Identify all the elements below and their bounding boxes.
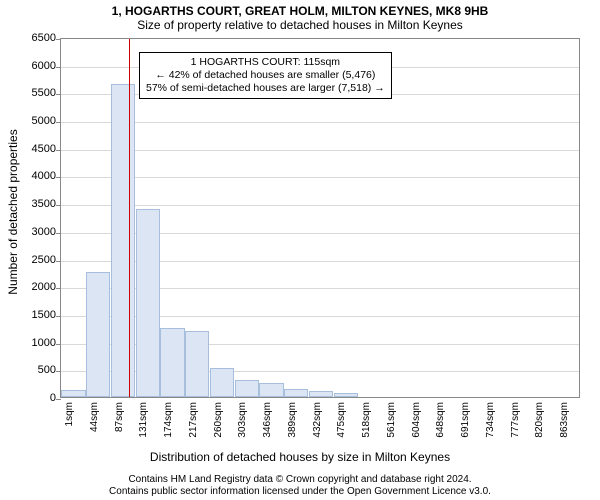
annotation-box: 1 HOGARTHS COURT: 115sqm← 42% of detache… (139, 52, 392, 99)
title-line-1: 1, HOGARTHS COURT, GREAT HOLM, MILTON KE… (0, 4, 600, 18)
annotation-line-1: 1 HOGARTHS COURT: 115sqm (146, 56, 385, 69)
annotation-line-2: ← 42% of detached houses are smaller (5,… (146, 69, 385, 82)
ytick-label: 4500 (6, 143, 56, 155)
ytick-label: 2000 (6, 281, 56, 293)
xtick-label: 174sqm (163, 402, 174, 452)
xtick-label: 44sqm (89, 402, 100, 452)
footer: Contains HM Land Registry data © Crown c… (0, 474, 600, 498)
histogram-bar (136, 209, 160, 397)
footer-line-2: Contains public sector information licen… (0, 486, 600, 498)
ytick-label: 0 (6, 392, 56, 404)
chart-titles: 1, HOGARTHS COURT, GREAT HOLM, MILTON KE… (0, 0, 600, 32)
histogram-bar (185, 331, 209, 397)
xtick-label: 432sqm (312, 402, 323, 452)
chart-container: Number of detached properties 1 HOGARTHS… (0, 32, 600, 452)
xtick-label: 87sqm (114, 402, 125, 452)
xtick-label: 734sqm (485, 402, 496, 452)
histogram-bar (259, 383, 283, 397)
xtick-label: 303sqm (237, 402, 248, 452)
xtick-label: 389sqm (287, 402, 298, 452)
histogram-bar (309, 391, 333, 397)
xtick-label: 691sqm (460, 402, 471, 452)
xtick-label: 648sqm (435, 402, 446, 452)
histogram-bar (160, 328, 184, 397)
ytick-label: 5500 (6, 87, 56, 99)
ytick-label: 5000 (6, 115, 56, 127)
histogram-bar (210, 368, 234, 397)
ytick-label: 4000 (6, 170, 56, 182)
xtick-label: 604sqm (411, 402, 422, 452)
xtick-label: 475sqm (336, 402, 347, 452)
footer-line-1: Contains HM Land Registry data © Crown c… (0, 474, 600, 486)
histogram-bar (235, 380, 259, 397)
ytick-label: 3000 (6, 226, 56, 238)
ytick-label: 6000 (6, 60, 56, 72)
ytick-label: 1500 (6, 309, 56, 321)
title-line-2: Size of property relative to detached ho… (0, 18, 600, 32)
xtick-label: 217sqm (188, 402, 199, 452)
histogram-bar (61, 390, 85, 397)
reference-line (129, 39, 130, 397)
ytick-label: 1000 (6, 337, 56, 349)
ytick-label: 3500 (6, 198, 56, 210)
histogram-bar (284, 389, 308, 397)
xtick-label: 820sqm (534, 402, 545, 452)
annotation-line-3: 57% of semi-detached houses are larger (… (146, 82, 385, 95)
xtick-label: 346sqm (262, 402, 273, 452)
plot-area: 1 HOGARTHS COURT: 115sqm← 42% of detache… (60, 38, 580, 398)
xtick-label: 518sqm (361, 402, 372, 452)
xtick-label: 561sqm (386, 402, 397, 452)
xtick-label: 1sqm (64, 402, 75, 452)
histogram-bar (86, 272, 110, 397)
xtick-label: 260sqm (213, 402, 224, 452)
xtick-label: 863sqm (559, 402, 570, 452)
xtick-label: 777sqm (510, 402, 521, 452)
histogram-bar (111, 84, 135, 397)
ytick-label: 500 (6, 364, 56, 376)
xtick-label: 131sqm (138, 402, 149, 452)
ytick-label: 6500 (6, 32, 56, 44)
histogram-bar (334, 393, 358, 397)
ytick-label: 2500 (6, 254, 56, 266)
x-axis-label: Distribution of detached houses by size … (0, 450, 600, 464)
